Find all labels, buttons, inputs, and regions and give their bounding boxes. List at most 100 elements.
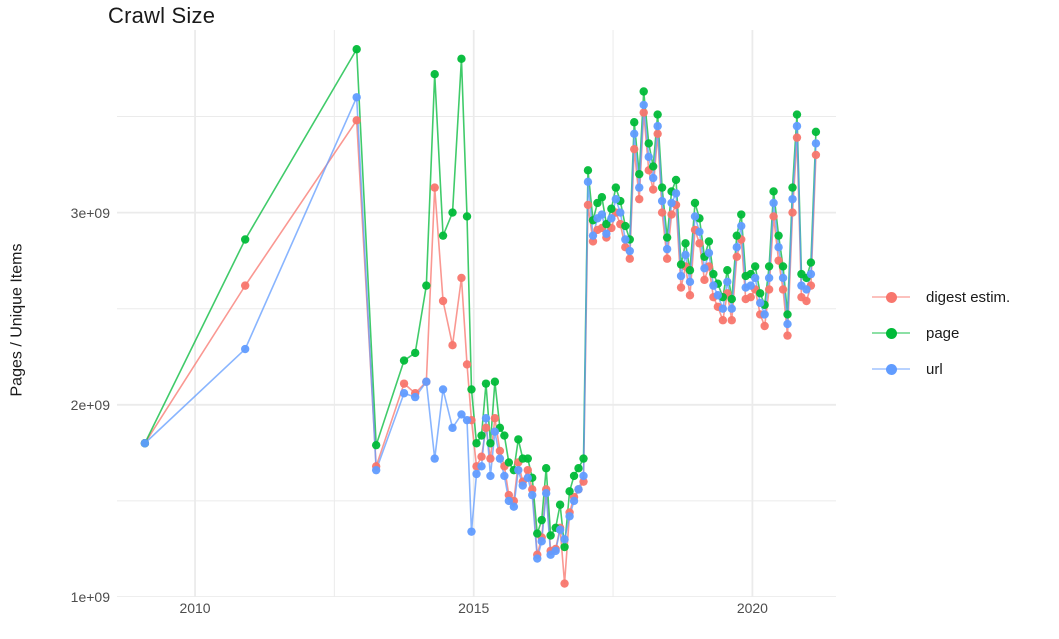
data-point [500,431,509,440]
data-point [593,198,602,208]
data-point [625,254,634,263]
series-points-2 [140,93,821,563]
data-point [588,231,598,240]
data-point [481,423,491,433]
data-point [778,285,788,294]
data-point [569,496,579,506]
series-lines [144,48,817,585]
data-point [621,235,630,244]
data-point [769,187,778,196]
data-point [792,110,802,119]
y-tick-label: 3e+09 [70,204,110,221]
data-point [448,341,457,350]
x-tick-label: 2010 [179,600,211,616]
data-point [700,275,709,285]
legend: digest estim. page url [872,288,1010,378]
data-point [579,477,588,486]
series-points [140,45,821,588]
data-point [732,242,741,252]
data-point [583,166,593,175]
data-point [732,252,741,261]
data-point [690,212,700,221]
data-point [630,129,639,138]
legend-key-icon [872,288,910,306]
data-point [588,237,598,246]
plot-panel [117,30,836,597]
data-point [746,292,755,302]
data-point [579,471,588,481]
data-point [644,139,653,148]
data-point [537,537,546,546]
data-point [662,244,672,254]
data-point [462,415,472,425]
data-point [399,389,409,398]
legend-item-page[interactable]: page [872,324,1010,342]
legend-item-url[interactable]: url [872,360,1010,378]
data-point [495,454,505,463]
data-point [240,235,250,244]
data-point [806,258,816,267]
plot-svg [117,30,836,597]
data-point [774,231,783,240]
data-point [681,250,690,260]
data-point [565,487,574,496]
data-point [756,298,765,308]
data-point [648,173,658,183]
data-point [769,198,778,208]
data-point [560,535,569,544]
data-point [644,152,653,162]
data-point [764,285,774,294]
data-point [457,410,466,419]
data-point [467,385,476,394]
data-point [602,219,611,229]
data-point [709,269,718,279]
data-point [769,212,778,221]
data-point [653,110,662,119]
data-point [723,266,732,275]
data-point [616,208,625,217]
legend-key-icon [872,360,910,378]
data-point [607,214,616,223]
data-point [690,198,700,208]
y-axis-title: Pages / Unique Items [6,0,28,639]
data-point [477,452,486,461]
data-point [472,469,481,479]
data-point [802,285,811,294]
data-point [778,262,788,271]
data-point [481,414,491,423]
x-tick-label: 2020 [736,600,768,616]
data-point [704,237,714,246]
data-point [625,246,634,256]
data-point [486,439,495,448]
data-point [490,377,500,386]
data-point [611,194,621,204]
data-point [662,254,672,263]
data-point [560,579,569,588]
data-point [457,54,466,64]
data-point [528,485,537,494]
data-point [727,304,736,313]
legend-item-digest-estim[interactable]: digest estim. [872,288,1010,306]
data-point [477,431,486,440]
data-point [811,150,821,160]
data-point [792,121,802,131]
data-point [500,471,509,481]
data-point [662,233,672,242]
data-point [760,310,769,319]
data-point [509,502,519,511]
data-point [541,464,551,473]
data-point [462,212,472,221]
data-point [783,319,792,329]
data-point [537,515,546,525]
data-point [788,183,797,192]
data-point [579,454,588,463]
data-point [806,269,816,279]
data-point [514,465,523,475]
data-point [732,231,741,240]
data-point [504,458,514,467]
data-point [555,525,565,534]
data-point [602,229,611,238]
x-axis-tick-labels: 2010 2015 2020 [117,600,836,630]
data-point [611,183,621,192]
data-point [723,277,732,286]
